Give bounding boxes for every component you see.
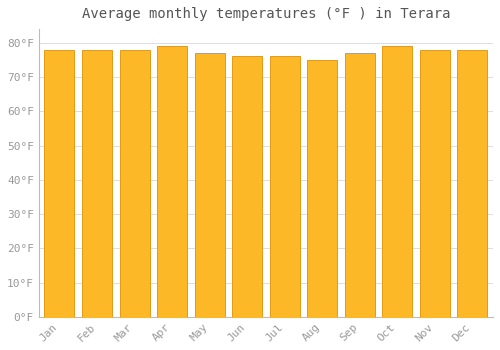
Bar <box>307 60 338 317</box>
Bar <box>382 46 412 317</box>
Bar <box>420 50 450 317</box>
Bar <box>120 50 150 317</box>
Bar <box>458 50 488 317</box>
Bar <box>194 53 224 317</box>
Bar <box>345 53 375 317</box>
Bar <box>232 56 262 317</box>
Title: Average monthly temperatures (°F ) in Terara: Average monthly temperatures (°F ) in Te… <box>82 7 450 21</box>
Bar <box>44 50 74 317</box>
Bar <box>270 56 300 317</box>
Bar <box>157 46 187 317</box>
Bar <box>82 50 112 317</box>
